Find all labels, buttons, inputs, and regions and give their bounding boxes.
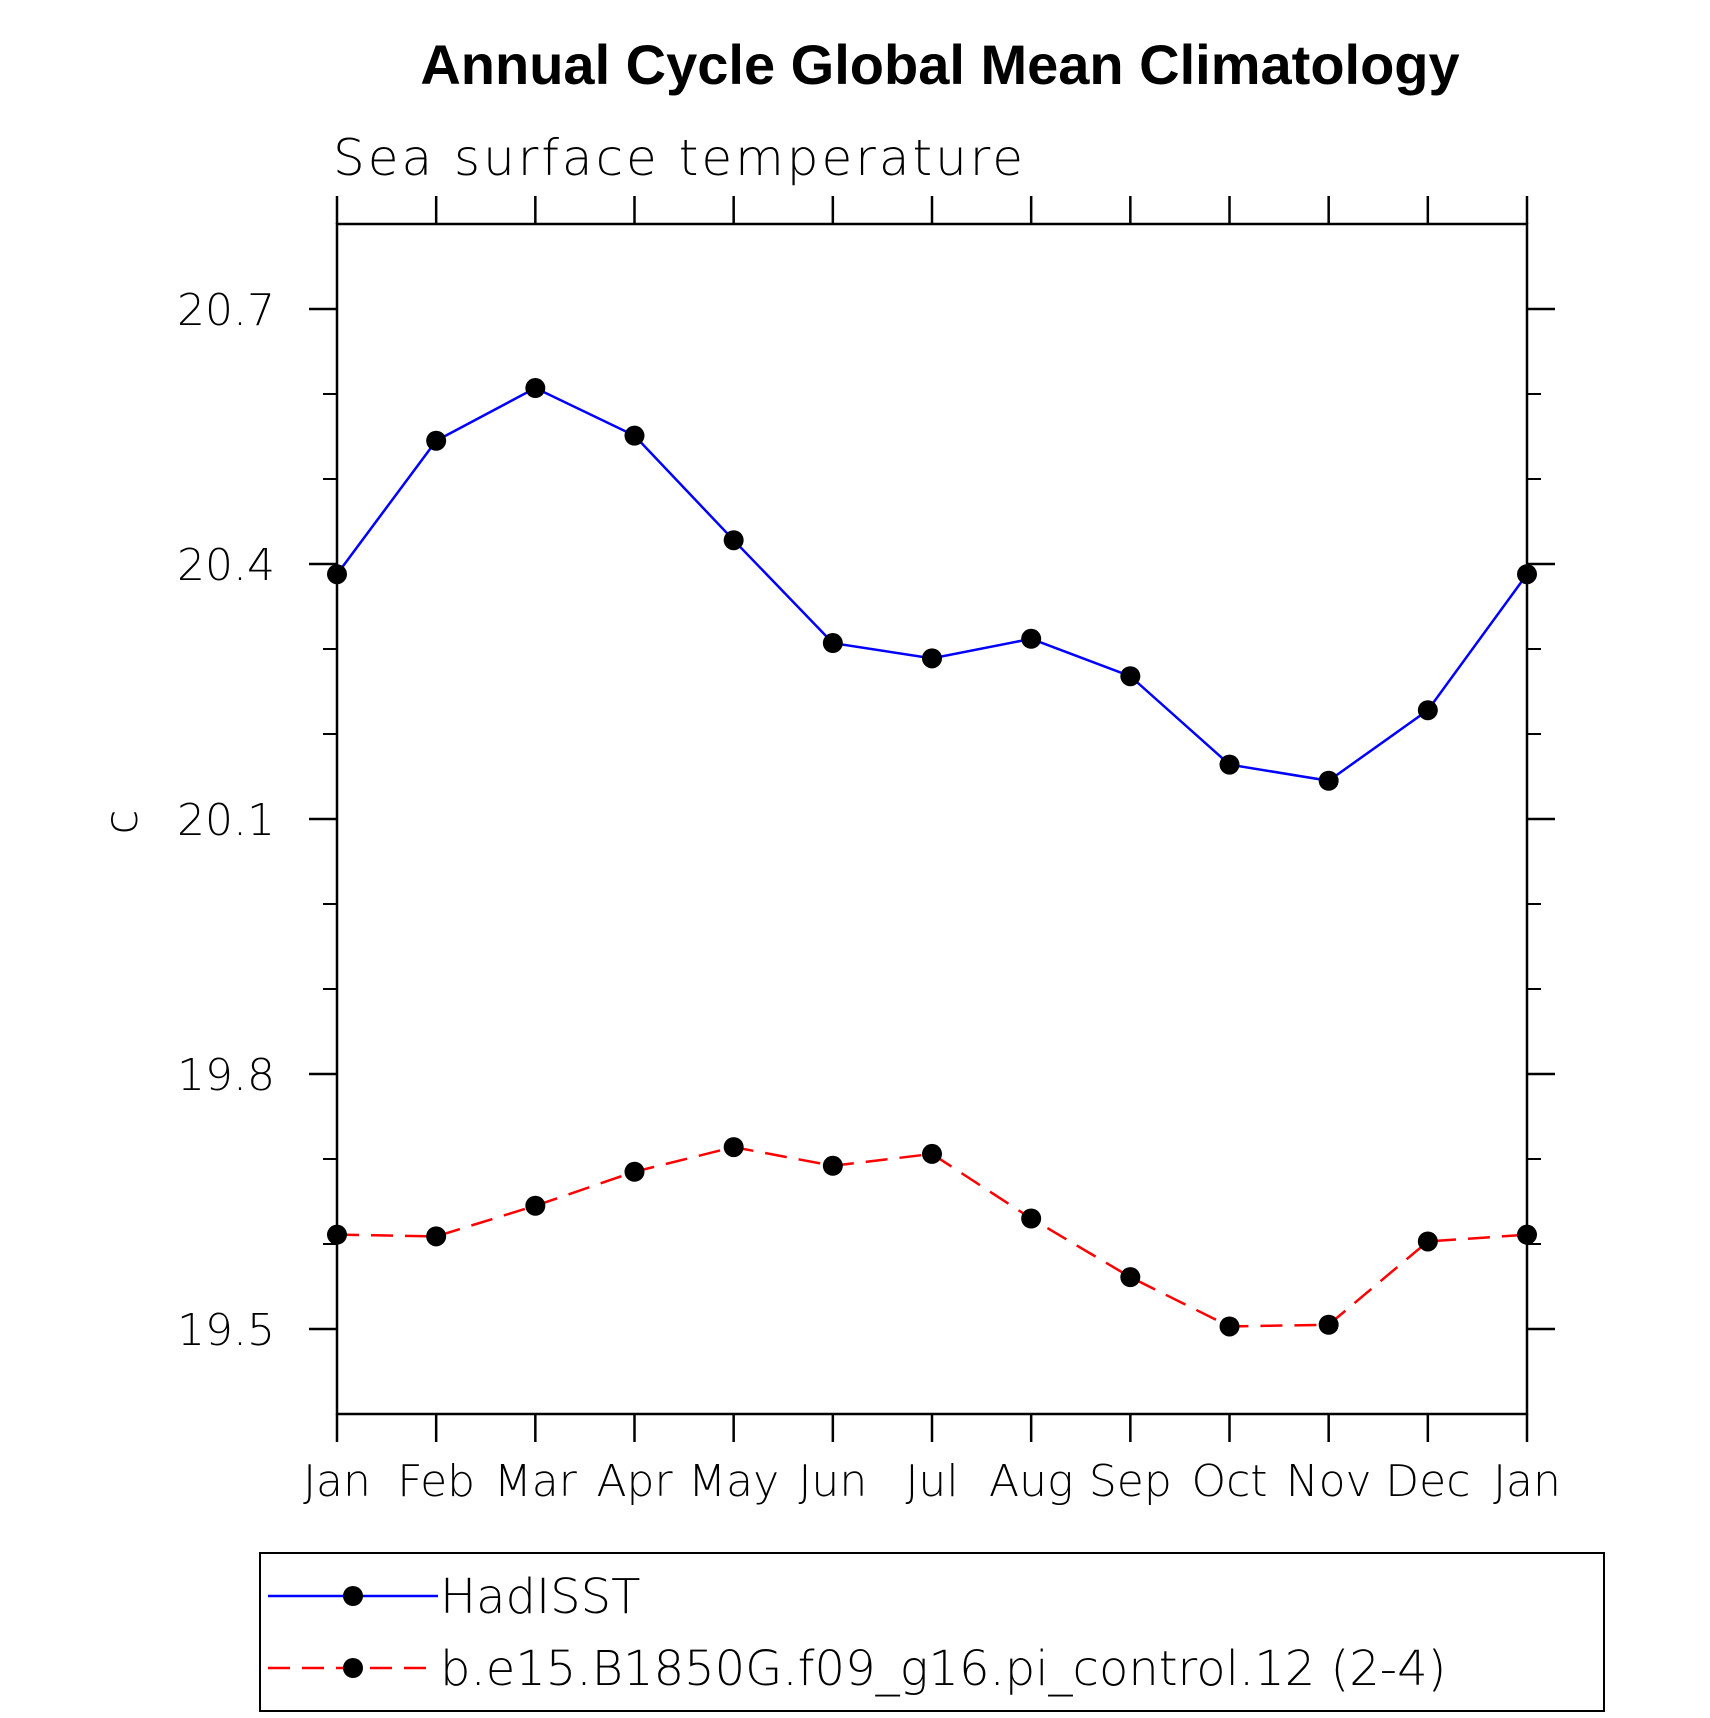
x-tick-label: Sep: [1089, 1456, 1172, 1507]
series-line: [335, 386, 1529, 783]
x-tick-label: Oct: [1191, 1456, 1267, 1507]
data-point: [525, 378, 546, 399]
data-point: [723, 1137, 744, 1158]
data-point: [327, 564, 347, 585]
y-axis-label: c: [94, 809, 148, 834]
data-point: [327, 1224, 347, 1245]
data-point: [922, 648, 942, 669]
y-tick-label: 19.8: [177, 1050, 275, 1101]
x-tick-label: May: [688, 1456, 779, 1507]
chart-title: Annual Cycle Global Mean Climatology: [420, 33, 1459, 96]
data-point: [1219, 1316, 1240, 1337]
x-tick-label: Nov: [1286, 1456, 1372, 1507]
legend-marker: [343, 1658, 363, 1678]
data-point: [1517, 1224, 1537, 1245]
legend-marker: [343, 1586, 363, 1606]
data-point: [1219, 754, 1240, 775]
x-tick-label: Mar: [494, 1456, 578, 1507]
data-point: [1417, 700, 1438, 721]
y-tick-label: 20.1: [177, 795, 275, 846]
legend: HadISST b.e15.B1850G.f09_g16.pi_control.1…: [259, 1552, 1605, 1712]
x-tick-label: Jan: [303, 1456, 371, 1507]
legend-box: [259, 1552, 1605, 1712]
y-tick-label: 20.7: [177, 285, 275, 336]
legend-item-1: HadISST: [268, 1569, 640, 1625]
data-point: [1120, 666, 1141, 687]
data-point: [822, 1155, 843, 1176]
y-tick-label: 19.5: [177, 1305, 275, 1356]
data-point: [1021, 1208, 1042, 1229]
x-axis-ticks: [335, 196, 1529, 1442]
data-point: [922, 1143, 942, 1164]
x-tick-label: Jun: [798, 1456, 867, 1507]
y-tick-label: 20.4: [177, 540, 275, 591]
data-point: [426, 430, 447, 451]
legend-item-2: b.e15.B1850G.f09_g16.pi_control.12 (2-4): [268, 1641, 1446, 1697]
data-point: [1318, 770, 1339, 791]
series-2: [327, 1137, 1537, 1337]
x-tick-label: Aug: [989, 1456, 1073, 1507]
legend-items: HadISST b.e15.B1850G.f09_g16.pi_control.1…: [268, 1569, 1446, 1697]
data-point: [723, 530, 744, 551]
x-axis-tick-labels: Jan Feb Mar Apr May Jun Jul Aug Sep Oct Nov Dec Jan: [303, 1456, 1561, 1507]
x-tick-label: Feb: [397, 1456, 475, 1507]
x-tick-label: Apr: [596, 1456, 673, 1507]
legend-label: b.e15.B1850G.f09_g16.pi_control.12 (2-4): [440, 1641, 1446, 1697]
data-point: [624, 425, 645, 446]
data-point: [1318, 1314, 1339, 1335]
data-point: [1517, 564, 1537, 585]
plot-frame: [335, 222, 1529, 1416]
legend-label: HadISST: [440, 1569, 640, 1625]
x-tick-label: Jan: [1493, 1456, 1561, 1507]
data-point: [624, 1161, 645, 1182]
data-point: [1021, 628, 1042, 649]
data-point: [822, 633, 843, 654]
y-axis-ticks: [309, 307, 1555, 1331]
x-tick-label: Jul: [905, 1456, 958, 1507]
series-1: [327, 378, 1537, 791]
data-point: [525, 1195, 546, 1216]
data-point: [1120, 1267, 1141, 1288]
series-layer: [327, 378, 1537, 1337]
y-axis-tick-labels: 20.7 20.4 20.1 19.8 19.5: [177, 285, 275, 1356]
series-line: [336, 1145, 1528, 1328]
data-point: [1417, 1231, 1438, 1252]
data-point: [426, 1226, 447, 1247]
chart-subtitle: Sea surface temperature: [333, 129, 1026, 187]
x-tick-label: Dec: [1385, 1456, 1470, 1507]
